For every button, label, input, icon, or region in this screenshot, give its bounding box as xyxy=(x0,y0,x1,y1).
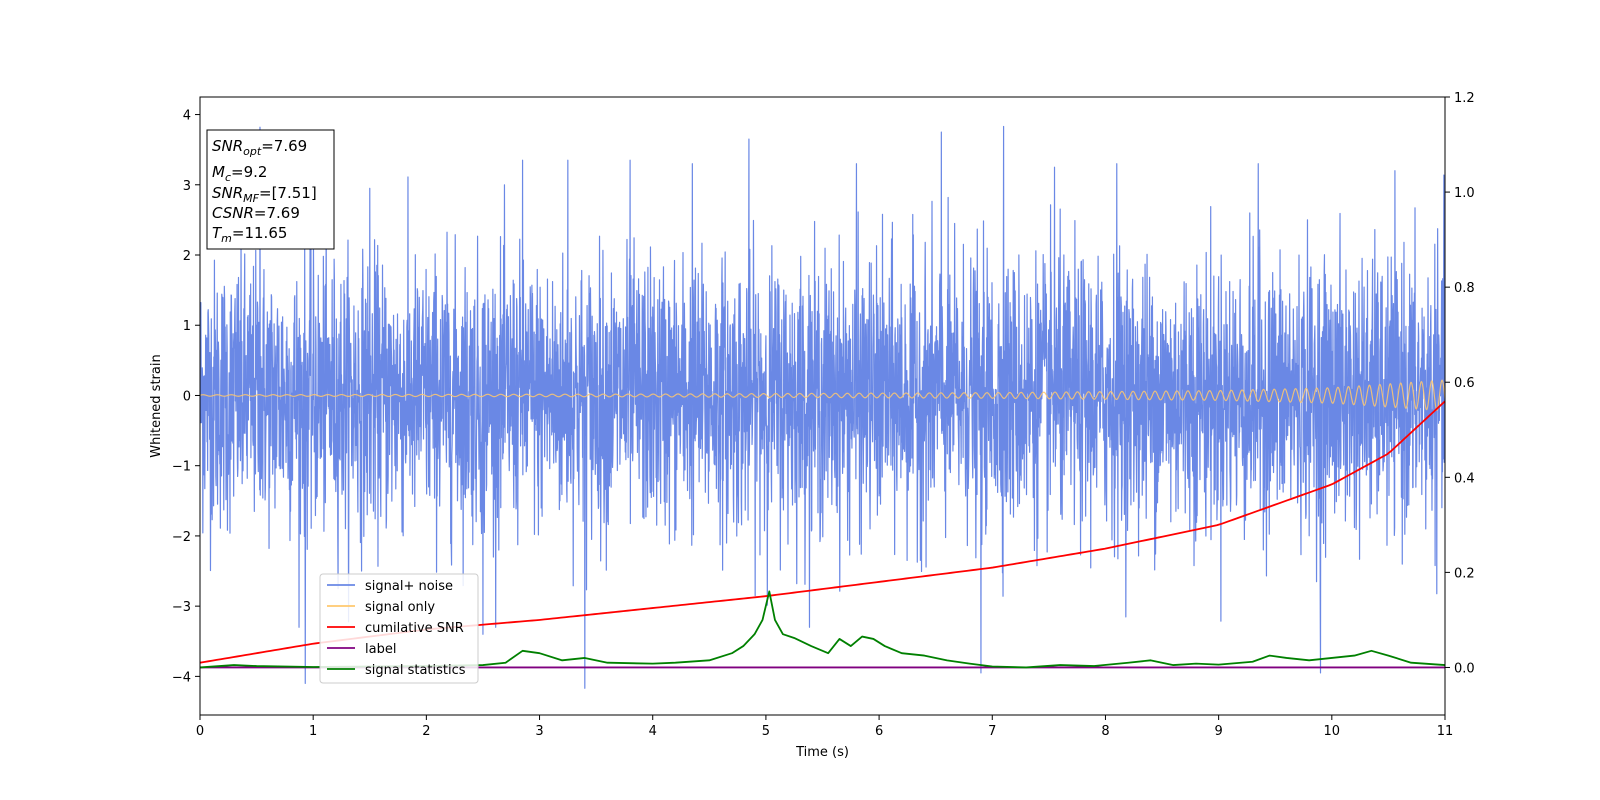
x-tick-label: 2 xyxy=(422,724,430,739)
annotation-line: CSNR=7.69 xyxy=(212,204,300,222)
y-right-tick-label: 1.2 xyxy=(1454,91,1475,106)
legend-entry: label xyxy=(365,642,396,657)
annotation-line: Tm=11.65 xyxy=(212,224,287,245)
annotation-line: Mc=9.2 xyxy=(212,163,267,184)
x-tick-label: 4 xyxy=(649,724,657,739)
y-left-tick-label: 0 xyxy=(183,389,191,404)
x-tick-label: 10 xyxy=(1324,724,1341,739)
axes-frame xyxy=(199,96,1446,716)
y-left-tick-label: 3 xyxy=(183,179,191,194)
annotation-line: SNRMF=[7.51] xyxy=(212,184,317,205)
legend-entry: cumilative SNR xyxy=(365,621,464,636)
x-tick-label: 5 xyxy=(762,724,770,739)
x-tick-label: 6 xyxy=(875,724,883,739)
legend-entry: signal only xyxy=(365,600,435,615)
y-right-tick-label: 1.0 xyxy=(1454,186,1475,201)
x-tick-label: 3 xyxy=(535,724,543,739)
legend: signal+ noise signal only cumilative SNR la… xyxy=(319,573,479,684)
annotation-box-frame xyxy=(206,129,335,250)
y-left-tick-label: −3 xyxy=(172,600,191,615)
y-left-tick-label: −4 xyxy=(172,670,191,685)
legend-frame xyxy=(319,573,479,684)
y-right-tick-label: 0.4 xyxy=(1454,471,1475,486)
x-tick-label: 9 xyxy=(1214,724,1222,739)
x-tick-label: 7 xyxy=(988,724,996,739)
y-left-tick-label: 2 xyxy=(183,249,191,264)
annotation-line: SNRopt=7.69 xyxy=(212,137,307,158)
y-left-tick-label: −2 xyxy=(172,530,191,545)
x-tick-label: 8 xyxy=(1101,724,1109,739)
y-right-tick-label: 0.2 xyxy=(1454,566,1475,581)
legend-entry: signal statistics xyxy=(365,663,466,678)
y-left-tick-label: −1 xyxy=(172,460,191,475)
legend-entry: signal+ noise xyxy=(365,579,453,594)
y-right-tick-label: 0.6 xyxy=(1454,376,1475,391)
x-tick-label: 1 xyxy=(309,724,317,739)
y-axis-label: Whitened strain xyxy=(149,354,164,457)
y-right-tick-label: 0.8 xyxy=(1454,281,1475,296)
series-signal-plus-noise xyxy=(200,125,1445,689)
x-axis-label: Time (s) xyxy=(795,745,849,760)
y-left-tick-label: 1 xyxy=(183,319,191,334)
x-tick-label: 0 xyxy=(196,724,204,739)
series-signal-statistics xyxy=(200,590,1445,669)
y-left-tick-label: 4 xyxy=(183,109,191,124)
series-signal-only xyxy=(200,379,1445,411)
x-tick-label: 11 xyxy=(1437,724,1454,739)
axes: 0 1 2 3 4 5 6 7 8 9 10 11 −4 −3 −2 −1 0 1 2 3 4 0.0 0.2 0.4 0.6 0… xyxy=(172,91,1475,739)
y-right-tick-label: 0.0 xyxy=(1454,661,1475,676)
